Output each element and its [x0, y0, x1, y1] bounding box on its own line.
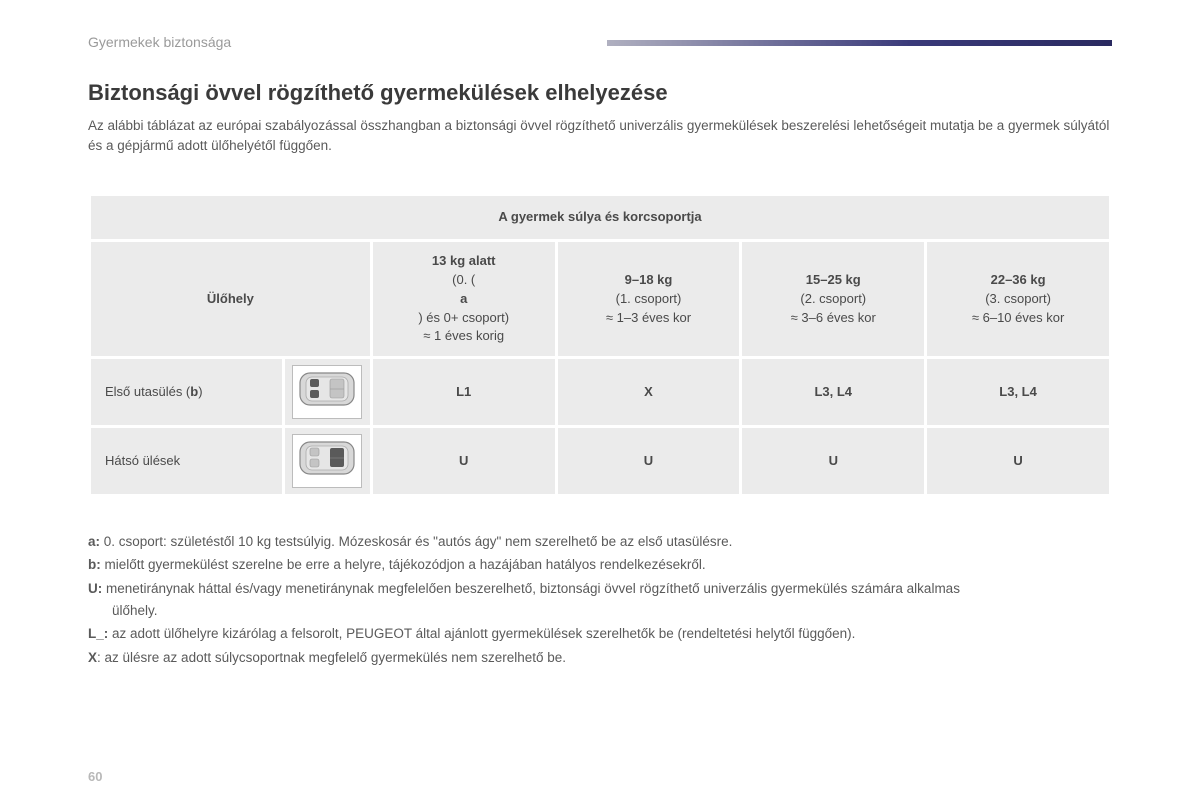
intro-text: Az alábbi táblázat az európai szabályozá… — [88, 116, 1112, 155]
cell-value: L1 — [373, 359, 555, 425]
table-row: Első utasülés (b) L1 X — [91, 359, 1109, 425]
cell-value: U — [558, 428, 740, 494]
note-l: L_: az adott ülőhelyre kizárólag a felso… — [88, 623, 1112, 645]
table-subheader-row: Ülőhely 13 kg alatt (0. (a) és 0+ csopor… — [91, 242, 1109, 356]
car-top-front-icon — [292, 365, 362, 419]
seat-column-header: Ülőhely — [91, 242, 370, 356]
note-a: a: 0. csoport: születéstől 10 kg testsúl… — [88, 531, 1112, 553]
seat-column-header-label: Ülőhely — [97, 290, 364, 309]
note-x: X: az ülésre az adott súlycsoportnak meg… — [88, 647, 1112, 669]
weight-group-header: 13 kg alatt (0. (a) és 0+ csoport) ≈ 1 é… — [373, 242, 555, 356]
cell-value: U — [742, 428, 924, 494]
page-title: Biztonsági övvel rögzíthető gyermekülése… — [88, 80, 1112, 106]
table-header-row: A gyermek súlya és korcsoportja — [91, 196, 1109, 239]
cell-value: U — [927, 428, 1109, 494]
weight-group-header: 22–36 kg (3. csoport) ≈ 6–10 éves kor — [927, 242, 1109, 356]
seat-diagram-cell — [285, 359, 370, 425]
spanning-header: A gyermek súlya és korcsoportja — [91, 196, 1109, 239]
cell-value: L3, L4 — [927, 359, 1109, 425]
seat-diagram-cell — [285, 428, 370, 494]
seat-label: Első utasülés (b) — [91, 359, 282, 425]
note-u: U: menetiránynak háttal és/vagy menetirá… — [88, 578, 1112, 621]
cell-value: L3, L4 — [742, 359, 924, 425]
seat-table: A gyermek súlya és korcsoportja Ülőhely … — [88, 193, 1112, 497]
car-top-rear-icon — [292, 434, 362, 488]
weight-group-header: 9–18 kg (1. csoport) ≈ 1–3 éves kor — [558, 242, 740, 356]
legend-notes: a: 0. csoport: születéstől 10 kg testsúl… — [88, 531, 1112, 669]
page-number: 60 — [88, 769, 102, 784]
table-row: Hátsó ülések U U U — [91, 428, 1109, 494]
cell-value: U — [373, 428, 555, 494]
section-label: Gyermekek biztonsága — [88, 34, 231, 50]
header-accent-bar — [607, 40, 1112, 46]
page-content: Biztonsági övvel rögzíthető gyermekülése… — [88, 80, 1112, 670]
weight-group-header: 15–25 kg (2. csoport) ≈ 3–6 éves kor — [742, 242, 924, 356]
cell-value: X — [558, 359, 740, 425]
seat-label: Hátsó ülések — [91, 428, 282, 494]
note-b: b: mielőtt gyermekülést szerelne be erre… — [88, 554, 1112, 576]
